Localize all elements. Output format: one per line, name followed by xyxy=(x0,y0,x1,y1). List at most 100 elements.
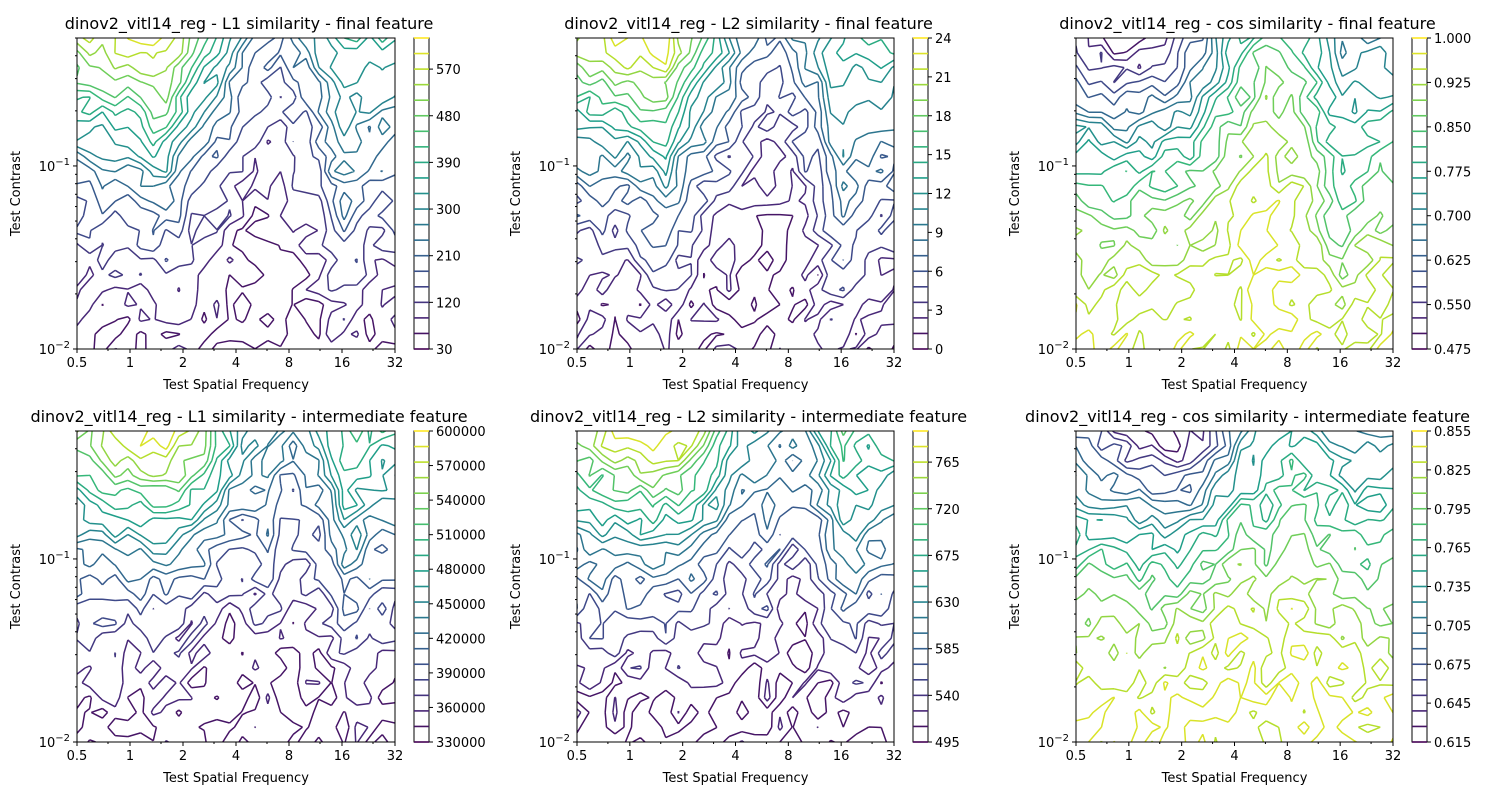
chart-title: dinov2_vitl14_reg - L2 similarity - fina… xyxy=(564,14,933,34)
contour-level-16 xyxy=(109,431,189,460)
colorbar-tick-label: 9 xyxy=(935,226,943,241)
contour-level-14 xyxy=(577,38,693,103)
colorbar-tick-label: 480 xyxy=(436,110,461,125)
contour-panel-4: 0.5 1 2 4 8 16 32 10−2 10−1 dinov2_vitl14_reg - L… xyxy=(9,407,486,786)
colorbar-tick-label: 600000 xyxy=(436,425,486,440)
contour-level-15 xyxy=(592,431,707,474)
x-tick-label: 32 xyxy=(1385,356,1402,371)
contour-level-7 xyxy=(577,38,894,198)
colorbar: 0 3 6 9 12 15 18 21 24 xyxy=(912,32,952,358)
contour-level-10 xyxy=(1076,38,1393,161)
colorbar-tick-label: 480000 xyxy=(436,563,486,578)
contour-level-16 xyxy=(82,38,176,59)
contour-level-8 xyxy=(577,431,894,547)
x-tick-label: 32 xyxy=(387,749,404,764)
y-tick-label: 10−1 xyxy=(1038,157,1069,175)
x-tick-label: 0.5 xyxy=(1066,356,1087,371)
colorbar-tick-label: 390 xyxy=(436,156,461,171)
colorbar-tick-label: 510000 xyxy=(436,529,486,544)
x-tick-label: 8 xyxy=(784,356,792,371)
contour-level-8 xyxy=(577,38,894,189)
contour-level-12 xyxy=(577,38,709,124)
contour-level-8 xyxy=(77,38,395,179)
contour-lines xyxy=(577,431,894,742)
x-axis-label: Test Spatial Frequency xyxy=(1161,378,1308,393)
contour-level-13 xyxy=(577,431,847,499)
contour-level-2 xyxy=(1087,38,1168,70)
colorbar-tick-label: 765 xyxy=(935,456,960,471)
colorbar-tick-label: 1.000 xyxy=(1434,32,1471,47)
contour-level-7 xyxy=(577,431,894,574)
contour-level-12 xyxy=(1076,458,1393,588)
y-tick-label: 10−2 xyxy=(1038,733,1069,751)
colorbar-tick-label: 0.625 xyxy=(1434,254,1471,269)
contour-level-1 xyxy=(1144,431,1182,453)
colorbar-tick-label: 0.825 xyxy=(1434,464,1471,479)
contour-level-9 xyxy=(77,431,395,545)
x-axis-label: Test Spatial Frequency xyxy=(162,771,309,786)
y-tick-label: 10−1 xyxy=(39,550,70,568)
x-tick-label: 0.5 xyxy=(567,356,588,371)
contour-level-5 xyxy=(1076,38,1204,106)
contour-level-6 xyxy=(577,38,894,218)
colorbar-tick-label: 120 xyxy=(436,296,461,311)
colorbar-tick-label: 0.700 xyxy=(1434,210,1471,225)
x-tick-label: 1 xyxy=(626,356,634,371)
contour-level-4 xyxy=(77,488,395,640)
contour-level-4 xyxy=(1076,38,1184,94)
contour-level-17 xyxy=(610,38,671,66)
x-tick-label: 1 xyxy=(1125,356,1133,371)
contour-level-16 xyxy=(603,38,676,73)
contour-level-1 xyxy=(577,213,894,349)
x-tick-label: 4 xyxy=(731,356,739,371)
colorbar-tick-label: 570 xyxy=(436,63,461,78)
contour-level-6 xyxy=(1076,431,1232,507)
x-tick-label: 1 xyxy=(126,356,134,371)
x-tick-label: 16 xyxy=(334,356,351,371)
x-tick-label: 32 xyxy=(886,749,903,764)
x-tick-label: 1 xyxy=(126,749,134,764)
contour-level-15 xyxy=(77,38,185,78)
x-tick-label: 16 xyxy=(334,749,351,764)
contour-level-7 xyxy=(77,431,395,569)
contour-level-3 xyxy=(577,543,894,685)
contour-level-13 xyxy=(1076,503,1393,611)
colorbar-tick-label: 630 xyxy=(935,596,960,611)
contour-level-12 xyxy=(77,38,209,135)
x-tick-label: 2 xyxy=(1178,749,1186,764)
colorbar-tick-label: 0.795 xyxy=(1434,503,1471,518)
contour-panel-6: 0.5 1 2 4 8 16 32 10−2 10−1 dinov2_vitl14_reg - c… xyxy=(1008,407,1471,786)
contour-level-5 xyxy=(77,38,395,236)
contour-level-16 xyxy=(1076,597,1393,742)
y-tick-label: 10−1 xyxy=(1038,550,1069,568)
x-tick-label: 4 xyxy=(232,356,240,371)
colorbar-tick-label: 675 xyxy=(935,549,960,564)
colorbar: 0.475 0.550 0.625 0.700 0.775 0.850 0.925 1.000 xyxy=(1411,32,1471,358)
colorbar-tick-label: 495 xyxy=(935,736,960,751)
colorbar-tick-label: 0.850 xyxy=(1434,121,1471,136)
x-tick-label: 16 xyxy=(1332,356,1349,371)
x-axis-label: Test Spatial Frequency xyxy=(162,378,309,393)
contour-level-13 xyxy=(1076,44,1393,248)
x-tick-label: 16 xyxy=(833,749,850,764)
colorbar-tick-label: 6 xyxy=(935,265,943,280)
colorbar-tick-label: 450000 xyxy=(436,598,486,613)
contour-level-13 xyxy=(77,431,358,493)
contour-level-1 xyxy=(1102,38,1146,55)
contour-level-16 xyxy=(1076,152,1393,349)
x-tick-label: 1 xyxy=(1125,749,1133,764)
contour-level-3 xyxy=(77,95,395,321)
contour-level-4 xyxy=(577,64,894,292)
x-tick-label: 16 xyxy=(833,356,850,371)
y-tick-label: 10−2 xyxy=(539,733,570,751)
contour-level-10 xyxy=(577,38,894,160)
colorbar-tick-label: 24 xyxy=(935,32,952,47)
contour-level-3 xyxy=(577,103,894,321)
y-axis-label: Test Contrast xyxy=(509,544,524,630)
colorbar-tick-label: 30 xyxy=(436,343,453,358)
x-tick-label: 8 xyxy=(784,749,792,764)
colorbar: 30 120 210 300 390 480 570 xyxy=(413,37,461,358)
contour-level-9 xyxy=(577,38,894,177)
x-tick-label: 32 xyxy=(886,356,903,371)
contour-level-3 xyxy=(1106,431,1211,468)
